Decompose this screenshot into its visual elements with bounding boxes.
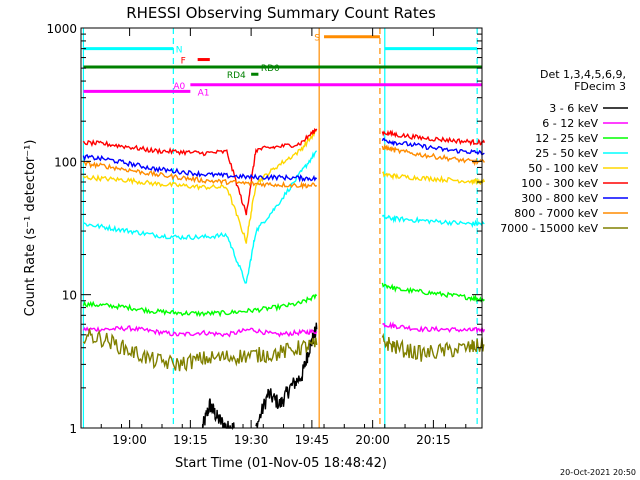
series-line-2-seg-1 [381,282,485,303]
series-line-4-seg-1 [382,171,486,186]
flag-label-n-0: N [176,46,183,56]
legend-label-6: 300 - 800 keV [521,192,598,205]
plot-area: NF S RD0 RD4 A0 A1 [82,28,486,431]
x-tick-label-3: 19:45 [295,433,330,447]
series-line-5-seg-1 [381,129,486,147]
series-line-0-seg-1 [255,322,318,429]
y-tick-label-1: 10 [62,289,77,303]
legend-header-1: FDecim 3 [574,80,626,93]
series-line-1-seg-0 [82,325,318,338]
series-line-8-seg-0 [82,328,318,372]
series-line-7-seg-0 [83,161,318,190]
series-line-3-seg-1 [381,214,485,229]
legend-label-0: 3 - 6 keV [549,102,598,115]
legend-label-3: 25 - 50 keV [535,147,598,160]
series-line-7-seg-1 [381,143,486,167]
y-tick-label-0: 1 [69,422,77,436]
series-line-6-seg-1 [381,137,485,156]
legend-label-1: 6 - 12 keV [542,117,598,130]
x-axis-label: Start Time (01-Nov-05 18:48:42) [175,456,387,471]
flag-label-rd4-5: RD4 [227,71,246,81]
series-line-2-seg-0 [82,293,318,318]
flag-label-a0-6: A0 [173,82,185,92]
y-axis-label: Count Rate (s⁻¹ detector⁻¹) [23,140,38,317]
legend-label-5: 100 - 300 keV [521,177,598,190]
series-line-4-seg-0 [82,129,317,244]
series-line-6-seg-0 [82,154,318,183]
flag-label-a1-7: A1 [198,88,210,98]
flag-label-s-3: S [314,34,320,44]
series-line-8-seg-1 [381,332,485,362]
legend: Det 1,3,4,5,6,9,FDecim 3 3 - 6 keV 6 - 12 … [500,68,628,235]
y-tick-label-2: 100 [54,155,77,169]
x-tick-label-0: 19:00 [112,433,147,447]
legend-label-2: 12 - 25 keV [535,132,598,145]
flag-label-rd0-4: RD0 [261,64,280,74]
chart-title: RHESSI Observing Summary Count Rates [126,4,436,22]
axes: 19:00 19:15 19:30 19:45 20:00 20:15 1 10 100 1000 [46,22,482,447]
series-line-3-seg-0 [83,150,318,284]
footer-timestamp: 20-Oct-2021 20:50 [560,468,636,477]
series-line-5-seg-0 [82,127,318,216]
plot-frame [80,27,483,429]
series-line-1-seg-1 [382,321,486,335]
y-tick-label-3: 1000 [46,22,77,36]
legend-label-4: 50 - 100 keV [528,162,598,175]
legend-label-7: 800 - 7000 keV [514,207,598,220]
x-tick-label-5: 20:15 [416,433,451,447]
legend-header-0: Det 1,3,4,5,6,9, [540,68,626,81]
x-tick-label-2: 19:30 [234,433,269,447]
legend-label-8: 7000 - 15000 keV [500,222,598,235]
flag-label-f-2: F [181,57,186,67]
x-tick-label-1: 19:15 [173,433,208,447]
x-tick-label-4: 20:00 [355,433,390,447]
